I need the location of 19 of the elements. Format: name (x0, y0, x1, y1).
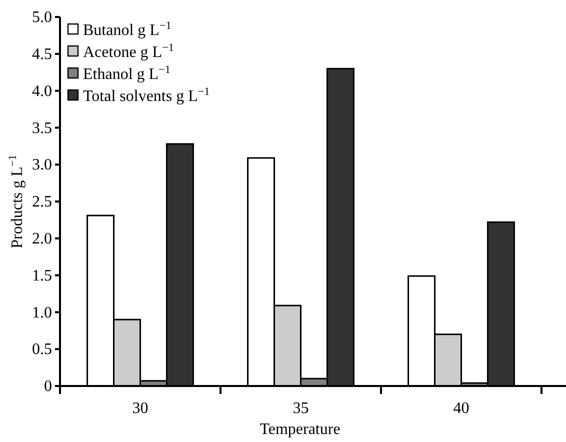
y-tick-label: 1.5 (32, 267, 52, 284)
y-tick-label: 4.0 (32, 82, 52, 100)
x-tick-label: 30 (132, 400, 148, 417)
legend-label: Ethanol g L$^{−1}$ (83, 64, 170, 83)
y-tick-label: 1.0 (32, 304, 52, 322)
y-tick-label: 5.0 (32, 9, 52, 26)
y-tick-label: 2.0 (32, 230, 52, 248)
legend-label: Butanol g L$^{−1}$ (83, 20, 172, 39)
x-tick-label: 40 (453, 400, 470, 417)
legend-label: Total solvents g L$^{−1}$ (83, 86, 210, 105)
y-tick-label: 0 (44, 378, 52, 396)
y-tick-label: 2.5 (32, 194, 52, 211)
y-tick-label: 0.5 (32, 341, 52, 358)
x-axis-title: Temperature (260, 421, 340, 438)
y-tick-label: 3.0 (32, 156, 52, 174)
y-tick-label: 3.5 (32, 120, 52, 137)
legend-label: Acetone g L$^{−1}$ (83, 42, 174, 61)
x-tick-label: 35 (292, 400, 309, 417)
y-tick-label: 4.5 (32, 46, 52, 64)
